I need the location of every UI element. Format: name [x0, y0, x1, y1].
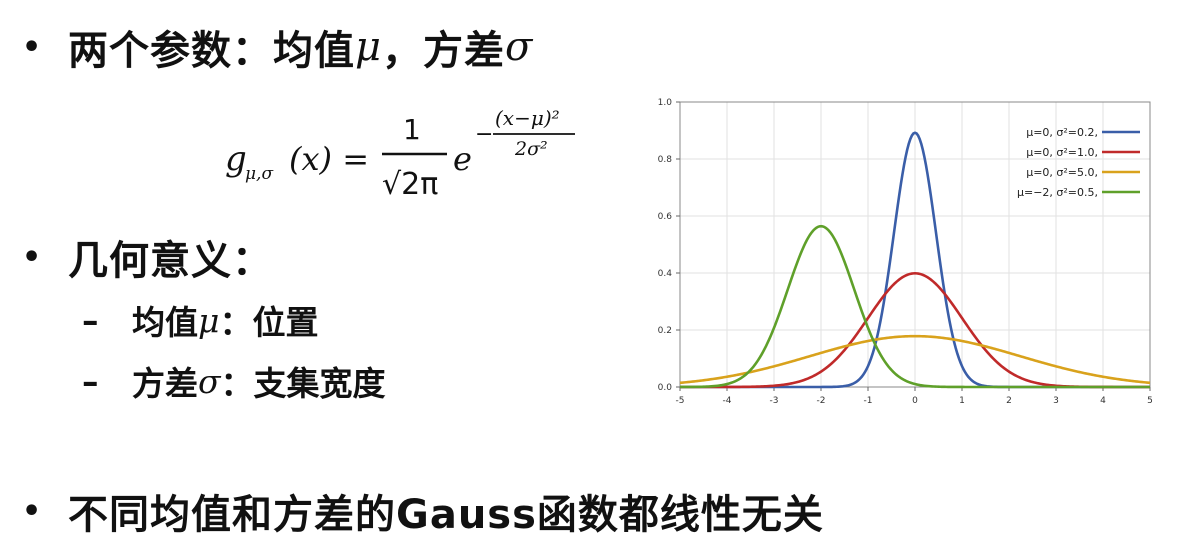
legend-label: μ=0, σ²=0.2, [1026, 126, 1098, 139]
sub-bullet-variance-label: 方差 [132, 364, 198, 403]
formula-numerator: 1 [403, 113, 421, 146]
bullet-independence-text: 不同均值和方差的Gauss函数都线性无关 [68, 492, 824, 538]
bullet-parameters-text: 两个参数：均值 [68, 28, 355, 74]
series-curve-3 [679, 334, 1151, 385]
y-tick-label: 0.0 [658, 383, 673, 393]
gaussian-chart: -5 -4 -3 -2 -1 0 1 2 3 4 5 0.0 0.2 0.4 0.6 0.8 1.0 μ=0, … [658, 98, 1153, 406]
formula-subscript: μ,σ [245, 164, 273, 184]
gaussian-formula: g μ,σ (x) = 1 √2π e − (x−μ)² 2σ² [225, 106, 575, 202]
sub-bullet-mean-desc: ：位置 [219, 303, 319, 342]
bullet-dot: • [22, 493, 42, 529]
formula-lhs-arg: (x) = [289, 140, 369, 178]
x-tick-label: 3 [1053, 396, 1059, 406]
legend-label: μ=0, σ²=5.0, [1026, 166, 1098, 179]
legend-label: μ=0, σ²=1.0, [1026, 146, 1098, 159]
y-tick-label: 0.6 [658, 212, 673, 222]
chart-legend: μ=0, σ²=0.2, μ=0, σ²=1.0, μ=0, σ²=5.0, μ=−2… [1017, 126, 1140, 199]
x-tick-label: -2 [817, 396, 826, 406]
sub-bullet-mean-label: 均值 [132, 303, 198, 342]
x-tick-label: 5 [1147, 396, 1153, 406]
x-tick-label: -4 [723, 396, 732, 406]
formula-base-e: e [453, 140, 472, 178]
bullet-parameters-sep: ，方差 [382, 28, 505, 74]
mu-symbol: μ [198, 300, 220, 340]
dash-marker: – [82, 300, 99, 340]
bullet-dot: • [22, 29, 42, 65]
sigma-symbol: σ [505, 24, 534, 70]
x-tick-label: 1 [959, 396, 965, 406]
x-tick-label: 2 [1006, 396, 1012, 406]
bullet-parameters: • 两个参数：均值 μ ，方差 σ [22, 18, 533, 76]
mu-symbol: μ [355, 24, 382, 70]
dash-marker: – [82, 361, 99, 401]
sigma-symbol: σ [198, 361, 221, 401]
chart-grid [679, 101, 1151, 388]
sub-bullet-variance-desc: ：支集宽度 [220, 364, 386, 403]
chart-curves [679, 131, 1151, 389]
bullet-dot: • [22, 239, 42, 275]
y-tick-label: 0.2 [658, 326, 672, 336]
x-tick-label: 4 [1100, 396, 1106, 406]
bullet-geometry-text: 几何意义： [68, 238, 273, 284]
series-curve-4 [680, 224, 1150, 389]
bullet-independence: • 不同均值和方差的Gauss函数都线性无关 [22, 482, 824, 540]
formula-denominator: √2π [382, 167, 438, 202]
formula-exp-sign: − [475, 122, 493, 147]
y-tick-label: 0.4 [658, 269, 673, 279]
formula-exp-denominator: 2σ² [514, 138, 548, 160]
x-tick-label: -1 [864, 396, 873, 406]
y-tick-label: 1.0 [658, 98, 673, 108]
legend-label: μ=−2, σ²=0.5, [1017, 186, 1098, 199]
chart-ticks: -5 -4 -3 -2 -1 0 1 2 3 4 5 0.0 0.2 0.4 0.6 0.8 1.0 [658, 98, 1153, 406]
y-tick-label: 0.8 [658, 155, 673, 165]
formula-exp-numerator: (x−μ)² [495, 106, 560, 130]
sub-bullet-mean: – 均值 μ ：位置 [82, 296, 318, 344]
bullet-geometry: • 几何意义： [22, 228, 273, 286]
x-tick-label: -5 [676, 396, 685, 406]
x-tick-label: -3 [770, 396, 779, 406]
sub-bullet-variance: – 方差 σ ：支集宽度 [82, 357, 386, 405]
x-tick-label: 0 [912, 396, 918, 406]
formula-g: g [225, 139, 247, 179]
